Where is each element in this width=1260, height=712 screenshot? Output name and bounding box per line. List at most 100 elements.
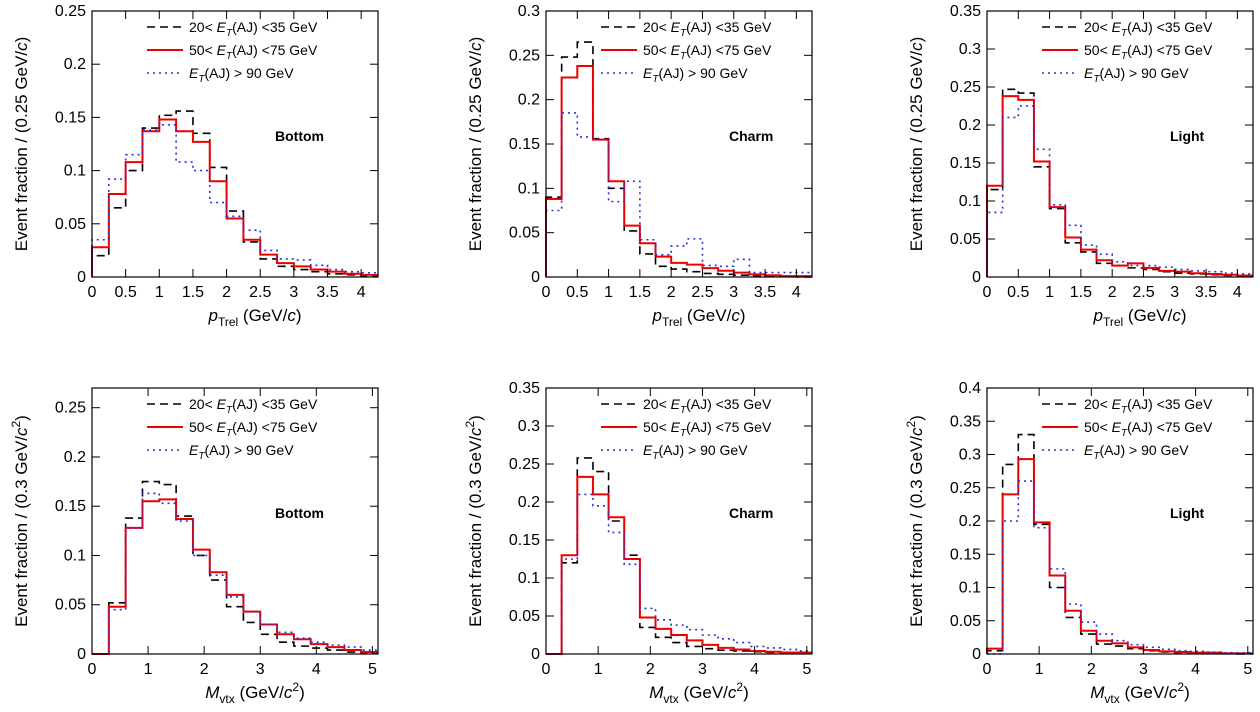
x-tick-label: 0.5 xyxy=(115,284,137,301)
x-tick-label: 1 xyxy=(1035,661,1044,678)
y-tick-label: 0.4 xyxy=(959,380,981,397)
legend-label-2: 50< ET(AJ) <75 GeV xyxy=(1084,419,1213,439)
histogram-series-2 xyxy=(546,475,812,655)
x-tick-label: 4 xyxy=(750,661,759,678)
chart-panel-4: 0 1 2 3 4 5 0 0.05 0.1 0.15 0.2 0.25 Mvtx (GeV/c2) Ev… xyxy=(9,387,379,706)
legend-label-3: ET(AJ) > 90 GeV xyxy=(189,65,294,85)
y-tick-label: 0 xyxy=(531,269,540,286)
x-tick-label: 0 xyxy=(983,284,992,301)
y-axis-title: Event fraction / (0.3 GeV/c2) xyxy=(463,415,485,627)
x-tick-label: 2 xyxy=(200,661,209,678)
histogram-series-1 xyxy=(986,88,1253,278)
x-tick-label: 1 xyxy=(604,284,613,301)
histogram-series-1 xyxy=(986,433,1253,655)
x-tick-label: 1 xyxy=(1045,284,1054,301)
legend-label-1: 20< ET(AJ) <35 GeV xyxy=(1084,19,1213,39)
x-tick-label: 3.5 xyxy=(316,284,338,301)
y-tick-label: 0 xyxy=(77,269,86,286)
panel-label: Charm xyxy=(729,128,773,144)
x-tick-label: 4 xyxy=(792,284,801,301)
x-tick-label: 2 xyxy=(646,661,655,678)
y-tick-label: 0 xyxy=(972,646,981,663)
plot-frame xyxy=(91,387,379,655)
y-tick-label: 0 xyxy=(531,646,540,663)
plot-frame xyxy=(986,10,1254,278)
y-tick-label: 0.05 xyxy=(950,613,981,630)
histogram-series-2 xyxy=(91,118,378,277)
legend-label-1: 20< ET(AJ) <35 GeV xyxy=(189,19,318,39)
histogram-series-3 xyxy=(987,480,1253,655)
y-tick-label: 0.3 xyxy=(518,3,540,20)
y-tick-label: 0.25 xyxy=(55,3,86,20)
y-tick-label: 0.25 xyxy=(509,456,540,473)
y-tick-label: 0.05 xyxy=(509,608,540,625)
x-axis-title: pTrel (GeV/c) xyxy=(208,306,302,329)
legend-label-1: 20< ET(AJ) <35 GeV xyxy=(1084,396,1213,416)
x-tick-label: 3 xyxy=(698,661,707,678)
y-axis-title: Event fraction / (0.3 GeV/c2) xyxy=(904,415,926,627)
x-tick-label: 1 xyxy=(155,284,164,301)
y-tick-label: 0.2 xyxy=(64,449,86,466)
x-tick-label: 3.5 xyxy=(754,284,776,301)
chart-panel-1: 0 0.5 1 1.5 2 2.5 3 3.5 4 0 0.05 0.1 0.15 0.2 0.25 pTre… xyxy=(12,3,379,329)
x-tick-label: 4 xyxy=(1191,661,1200,678)
y-axis-title: Event fraction / (0.25 GeV/c) xyxy=(12,37,31,252)
y-tick-label: 0.1 xyxy=(518,180,540,197)
legend-label-1: 20< ET(AJ) <35 GeV xyxy=(189,396,318,416)
chart-panel-2: 0 0.5 1 1.5 2 2.5 3 3.5 4 0 0.05 0.1 0.15 0.2 0.25 0.3 p… xyxy=(466,3,813,329)
x-tick-label: 3 xyxy=(289,284,298,301)
y-tick-label: 0.35 xyxy=(950,413,981,430)
plot-frame xyxy=(545,387,813,655)
x-tick-label: 3 xyxy=(256,661,265,678)
y-tick-label: 0.15 xyxy=(55,109,86,126)
x-tick-label: 0.5 xyxy=(1007,284,1029,301)
panel-label: Bottom xyxy=(275,505,324,521)
legend-label-1: 20< ET(AJ) <35 GeV xyxy=(643,19,772,39)
panel-label: Charm xyxy=(729,505,773,521)
x-tick-label: 2 xyxy=(222,284,231,301)
y-tick-label: 0.2 xyxy=(959,513,981,530)
x-axis-title: Mvtx (GeV/c2) xyxy=(1090,680,1190,706)
y-tick-label: 0.3 xyxy=(959,447,981,464)
panel-label: Light xyxy=(1170,128,1205,144)
y-tick-label: 0.2 xyxy=(64,56,86,73)
y-tick-label: 0.25 xyxy=(950,79,981,96)
y-tick-label: 0.1 xyxy=(518,570,540,587)
x-tick-label: 2 xyxy=(1087,661,1096,678)
y-axis-title: Event fraction / (0.3 GeV/c2) xyxy=(9,415,31,627)
y-tick-label: 0.05 xyxy=(509,225,540,242)
x-tick-label: 0 xyxy=(88,284,97,301)
x-tick-label: 1.5 xyxy=(629,284,651,301)
y-tick-label: 0.2 xyxy=(959,117,981,134)
legend-label-2: 50< ET(AJ) <75 GeV xyxy=(643,419,772,439)
y-tick-label: 0.2 xyxy=(518,494,540,511)
y-tick-label: 0.05 xyxy=(55,216,86,233)
plot-frame xyxy=(91,10,379,278)
y-tick-label: 0.3 xyxy=(959,41,981,58)
x-axis-title: Mvtx (GeV/c2) xyxy=(649,680,749,706)
y-tick-label: 0.25 xyxy=(509,47,540,64)
histogram-series-1 xyxy=(92,480,378,655)
histogram-series-1 xyxy=(546,457,812,655)
histogram-series-3 xyxy=(91,124,378,277)
y-tick-label: 0.35 xyxy=(509,380,540,397)
x-tick-label: 4 xyxy=(312,661,321,678)
x-tick-label: 1 xyxy=(594,661,603,678)
x-tick-label: 3 xyxy=(729,284,738,301)
histogram-series-2 xyxy=(986,458,1253,655)
x-tick-label: 0 xyxy=(88,661,97,678)
y-tick-label: 0.35 xyxy=(950,3,981,20)
y-tick-label: 0.1 xyxy=(64,163,86,180)
legend-label-1: 20< ET(AJ) <35 GeV xyxy=(643,396,772,416)
y-tick-label: 0.15 xyxy=(950,155,981,172)
y-tick-label: 0.15 xyxy=(55,498,86,515)
x-axis-title: pTrel (GeV/c) xyxy=(652,306,746,329)
x-tick-label: 2.5 xyxy=(249,284,271,301)
x-tick-label: 5 xyxy=(802,661,811,678)
histogram-series-2 xyxy=(545,64,812,278)
x-tick-label: 1 xyxy=(144,661,153,678)
panel-label: Light xyxy=(1170,505,1205,521)
histogram-series-3 xyxy=(986,105,1253,277)
